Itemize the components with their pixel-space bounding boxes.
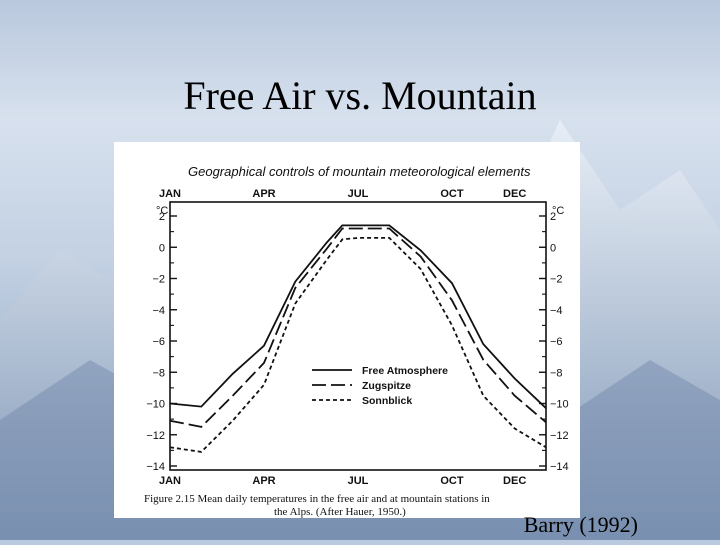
y-tick-label-left: −12 [146,430,165,442]
month-label-bottom: JUL [348,475,369,487]
figure-caption-line-2: the Alps. (After Hauer, 1950.) [274,506,406,518]
y-tick-label-left: 0 [159,242,165,254]
month-label-bottom: OCT [440,475,464,487]
plot-frame [169,201,547,471]
month-label-top: JAN [159,188,181,200]
y-tick-label-right: 0 [550,242,556,254]
y-tick-label-right: −2 [550,274,563,286]
series-line-sonnblick [169,237,547,453]
y-tick-label-left: −4 [152,305,165,317]
month-label-bottom: APR [252,475,275,487]
month-label-top: DEC [503,188,526,200]
legend-label: Sonnblick [362,395,412,407]
y-tick-label-right: −8 [550,367,563,379]
legend-label: Zugspitze [362,380,411,392]
figure-panel: Geographical controls of mountain meteor… [114,142,580,518]
y-tick-label-left: −10 [146,399,165,411]
y-tick-label-right: 2 [550,211,556,223]
slide-title: Free Air vs. Mountain [183,73,537,118]
y-tick-label-left: −8 [152,367,165,379]
source-credit: Barry (1992) [523,512,638,537]
y-tick-label-right: −10 [550,399,569,411]
y-tick-label-left: −2 [152,274,165,286]
figure-caption-line-1: Figure 2.15 Mean daily temperatures in t… [144,493,490,505]
y-tick-label-left: 2 [159,211,165,223]
y-tick-label-right: −14 [550,461,569,473]
y-tick-label-right: −4 [550,305,563,317]
y-tick-label-right: −12 [550,430,569,442]
month-label-bottom: JAN [159,475,181,487]
series-line-free-atmosphere [169,224,547,409]
month-label-top: APR [252,188,275,200]
month-label-top: OCT [440,188,464,200]
month-label-top: JUL [348,188,369,200]
series-line-zugspitze [169,227,547,428]
legend-label: Free Atmosphere [362,365,448,377]
y-tick-label-left: −6 [152,336,165,348]
y-axis-unit-right: °C [552,205,564,217]
y-tick-label-right: −6 [550,336,563,348]
temperature-chart: Geographical controls of mountain meteor… [144,164,569,518]
figure-header: Geographical controls of mountain meteor… [188,164,531,179]
y-axis-unit-left: °C [156,205,168,217]
month-label-bottom: DEC [503,475,526,487]
y-tick-label-left: −14 [146,461,165,473]
